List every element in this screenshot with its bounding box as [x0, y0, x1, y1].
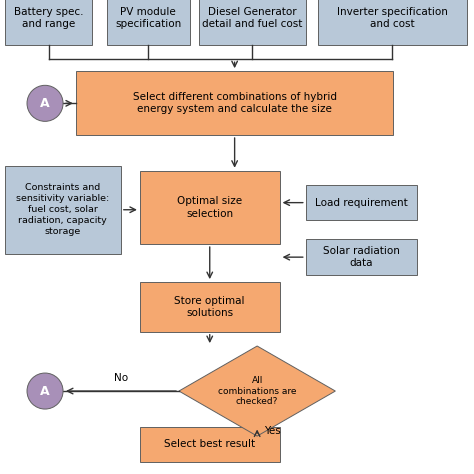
Text: Store optimal
solutions: Store optimal solutions — [174, 296, 245, 318]
Circle shape — [27, 373, 63, 409]
Text: Yes: Yes — [264, 426, 281, 437]
Text: Diesel Generator
detail and fuel cost: Diesel Generator detail and fuel cost — [202, 7, 302, 29]
Text: PV module
specification: PV module specification — [115, 7, 181, 29]
Text: All
combinations are
checked?: All combinations are checked? — [218, 376, 296, 406]
FancyBboxPatch shape — [76, 71, 393, 135]
Text: Optimal size
selection: Optimal size selection — [177, 196, 242, 219]
FancyBboxPatch shape — [140, 427, 280, 462]
FancyBboxPatch shape — [5, 0, 92, 45]
FancyBboxPatch shape — [199, 0, 306, 45]
Text: No: No — [114, 373, 128, 383]
FancyBboxPatch shape — [5, 166, 121, 254]
Text: A: A — [40, 384, 50, 398]
Text: Inverter specification
and cost: Inverter specification and cost — [337, 7, 447, 29]
Text: Constraints and
sensitivity variable:
fuel cost, solar
radiation, capacity
stora: Constraints and sensitivity variable: fu… — [16, 183, 109, 237]
FancyBboxPatch shape — [107, 0, 190, 45]
FancyBboxPatch shape — [140, 171, 280, 244]
Text: Battery spec.
and range: Battery spec. and range — [14, 7, 83, 29]
Polygon shape — [179, 346, 336, 436]
FancyBboxPatch shape — [306, 185, 417, 220]
Text: Load requirement: Load requirement — [315, 198, 408, 208]
Text: Solar radiation
data: Solar radiation data — [323, 246, 400, 268]
Text: Select different combinations of hybrid
energy system and calculate the size: Select different combinations of hybrid … — [133, 92, 337, 114]
Text: Select best result: Select best result — [164, 439, 255, 449]
FancyBboxPatch shape — [306, 239, 417, 275]
Text: A: A — [40, 97, 50, 110]
FancyBboxPatch shape — [140, 282, 280, 332]
FancyBboxPatch shape — [318, 0, 467, 45]
Circle shape — [27, 85, 63, 121]
